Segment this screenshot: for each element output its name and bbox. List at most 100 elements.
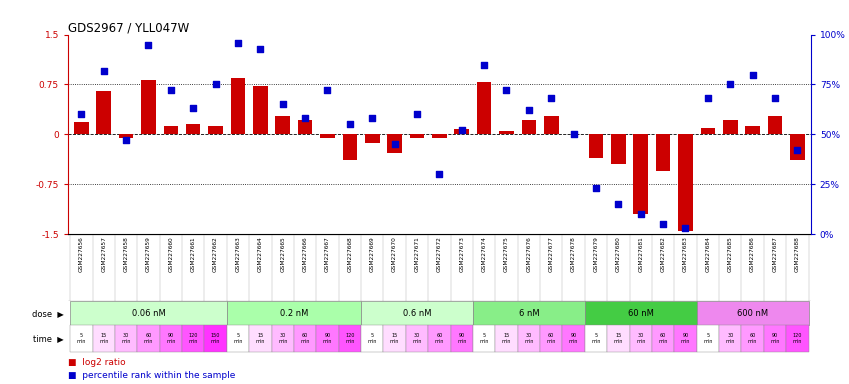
Bar xyxy=(119,134,133,138)
Text: GSM227658: GSM227658 xyxy=(124,236,128,272)
Text: 15
min: 15 min xyxy=(256,333,265,344)
Text: GSM227663: GSM227663 xyxy=(235,236,240,272)
Bar xyxy=(678,134,693,231)
Bar xyxy=(384,325,406,352)
Text: 90
min: 90 min xyxy=(569,333,578,344)
Bar xyxy=(499,131,514,134)
Text: 30
min: 30 min xyxy=(636,333,645,344)
Point xyxy=(455,127,469,134)
Bar xyxy=(544,116,559,134)
Text: 5
min: 5 min xyxy=(480,333,489,344)
Text: GSM227687: GSM227687 xyxy=(773,236,778,272)
Text: GSM227678: GSM227678 xyxy=(571,236,576,272)
Text: 0.06 nM: 0.06 nM xyxy=(132,309,166,318)
Text: 150
min: 150 min xyxy=(211,333,220,344)
Point xyxy=(298,115,312,121)
Text: 0.2 nM: 0.2 nM xyxy=(279,309,308,318)
Point xyxy=(254,45,267,51)
Bar xyxy=(70,301,227,325)
Text: GSM227673: GSM227673 xyxy=(459,236,464,272)
Text: GSM227668: GSM227668 xyxy=(347,236,352,272)
Text: GSM227661: GSM227661 xyxy=(191,236,196,272)
Text: 30
min: 30 min xyxy=(524,333,533,344)
Text: GSM227675: GSM227675 xyxy=(504,236,509,272)
Point xyxy=(410,111,424,118)
Text: 60
min: 60 min xyxy=(143,333,153,344)
Bar xyxy=(741,325,764,352)
Text: GDS2967 / YLL047W: GDS2967 / YLL047W xyxy=(68,22,189,35)
Text: 30
min: 30 min xyxy=(413,333,422,344)
Bar xyxy=(97,91,111,134)
Point xyxy=(790,147,804,154)
Bar xyxy=(343,134,357,160)
Bar xyxy=(70,325,93,352)
Point xyxy=(656,221,670,227)
Text: 5
min: 5 min xyxy=(76,333,86,344)
Bar xyxy=(630,325,652,352)
Text: 120
min: 120 min xyxy=(188,333,198,344)
Bar xyxy=(428,325,451,352)
Bar xyxy=(585,301,697,325)
Text: 0.6 nM: 0.6 nM xyxy=(402,309,431,318)
Text: 30
min: 30 min xyxy=(278,333,288,344)
Bar xyxy=(294,325,317,352)
Text: time  ▶: time ▶ xyxy=(33,334,64,343)
Bar xyxy=(454,129,469,134)
Bar xyxy=(298,120,312,134)
Point xyxy=(522,108,536,114)
Point xyxy=(187,105,200,111)
Bar xyxy=(138,325,160,352)
Text: GSM227672: GSM227672 xyxy=(437,236,441,272)
Text: GSM227671: GSM227671 xyxy=(414,236,419,272)
Text: GSM227666: GSM227666 xyxy=(302,236,307,272)
Point xyxy=(343,121,357,127)
Bar xyxy=(674,325,697,352)
Text: ■  percentile rank within the sample: ■ percentile rank within the sample xyxy=(68,371,235,381)
Text: GSM227665: GSM227665 xyxy=(280,236,285,272)
Bar xyxy=(227,301,361,325)
Bar xyxy=(164,126,178,134)
Bar xyxy=(272,325,294,352)
Text: GSM227674: GSM227674 xyxy=(481,236,486,272)
Bar xyxy=(607,325,630,352)
Text: dose  ▶: dose ▶ xyxy=(31,309,64,318)
Point xyxy=(634,211,648,217)
Point xyxy=(500,88,514,94)
Text: ■  log2 ratio: ■ log2 ratio xyxy=(68,358,126,367)
Text: GSM227657: GSM227657 xyxy=(101,236,106,272)
Bar xyxy=(74,122,88,134)
Point xyxy=(388,141,402,147)
Point xyxy=(321,88,335,94)
Point xyxy=(589,185,603,191)
Bar xyxy=(249,325,272,352)
Bar xyxy=(745,126,760,134)
Text: 90
min: 90 min xyxy=(166,333,176,344)
Bar xyxy=(93,325,115,352)
Point xyxy=(120,137,133,144)
Bar xyxy=(361,325,384,352)
Text: 60
min: 60 min xyxy=(301,333,310,344)
Text: GSM227685: GSM227685 xyxy=(728,236,733,272)
Point xyxy=(701,95,715,101)
Bar xyxy=(719,325,741,352)
Point xyxy=(678,225,692,232)
Text: GSM227670: GSM227670 xyxy=(392,236,397,272)
Text: 60
min: 60 min xyxy=(435,333,444,344)
Text: 5
min: 5 min xyxy=(368,333,377,344)
Text: 60
min: 60 min xyxy=(547,333,556,344)
Text: GSM227659: GSM227659 xyxy=(146,236,151,272)
Bar xyxy=(365,134,380,143)
Bar xyxy=(141,80,155,134)
Bar xyxy=(253,86,267,134)
Text: GSM227656: GSM227656 xyxy=(79,236,84,272)
Text: GSM227683: GSM227683 xyxy=(683,236,688,272)
Point xyxy=(567,131,581,137)
Bar xyxy=(406,325,428,352)
Text: 15
min: 15 min xyxy=(614,333,623,344)
Bar xyxy=(562,325,585,352)
Point xyxy=(276,101,290,108)
Bar xyxy=(186,124,200,134)
Text: 90
min: 90 min xyxy=(323,333,332,344)
Bar xyxy=(473,301,585,325)
Bar xyxy=(585,325,607,352)
